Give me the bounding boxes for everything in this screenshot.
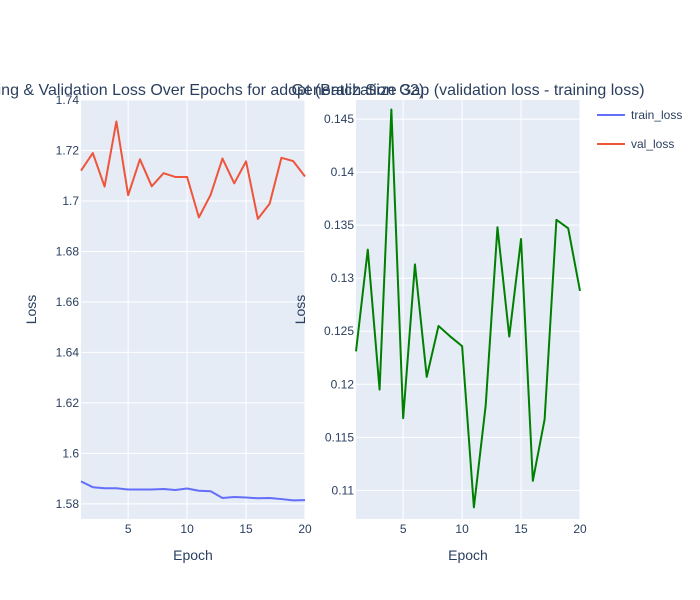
loss-y-tick-label: 1.6 — [62, 446, 79, 460]
legend-train-loss-label[interactable]: train_loss — [631, 108, 682, 122]
series-line-train-loss[interactable] — [80, 480, 306, 502]
gap-y-tick-label: 0.135 — [324, 218, 354, 232]
loss-x-axis-title: Epoch — [173, 547, 213, 563]
loss-y-tick-label: 1.62 — [56, 396, 80, 410]
gap-y-tick-label: 0.11 — [332, 483, 355, 497]
gap-y-tick-label: 0.145 — [324, 112, 354, 126]
gap-x-tick-label: 5 — [400, 522, 407, 536]
loss-subplot: 5 10 15 20 1.58 1.6 1.62 1.64 1.66 1.68 1.7 1.72 1.7… — [0, 82, 424, 563]
loss-y-tick-label: 1.58 — [56, 497, 80, 511]
gap-plot-title: Generalization Gap (validation loss - tr… — [291, 82, 644, 99]
loss-y-axis-title: Loss — [23, 295, 39, 325]
series-line-gap[interactable] — [355, 108, 581, 509]
loss-y-tick-label: 1.72 — [56, 143, 80, 157]
loss-x-tick-label: 20 — [298, 522, 312, 536]
gap-x-tick-label: 15 — [514, 522, 528, 536]
gap-x-tick-label: 20 — [573, 522, 587, 536]
loss-x-tick-label: 15 — [239, 522, 253, 536]
loss-y-tick-label: 1.74 — [56, 93, 80, 107]
gap-y-axis-title: Loss — [292, 295, 308, 325]
loss-y-tick-label: 1.7 — [62, 194, 79, 208]
loss-y-tick-label: 1.68 — [56, 244, 80, 258]
gap-subplot: 5 10 15 20 0.11 0.115 0.12 0.125 0.13 0.135 0.14 0.… — [291, 82, 644, 563]
loss-y-tick-label: 1.64 — [56, 345, 80, 359]
gap-y-tick-label: 0.125 — [324, 324, 354, 338]
gap-y-tick-label: 0.115 — [325, 430, 354, 444]
loss-plot-title: Training & Validation Loss Over Epochs f… — [0, 82, 424, 99]
gap-y-tick-label: 0.12 — [331, 377, 355, 391]
loss-x-tick-label: 10 — [180, 522, 194, 536]
loss-x-tick-label: 5 — [125, 522, 132, 536]
gap-x-axis-title: Epoch — [448, 547, 488, 563]
legend-val-loss-label[interactable]: val_loss — [631, 137, 674, 151]
loss-plot-background — [81, 100, 305, 519]
gap-y-tick-label: 0.14 — [331, 165, 355, 179]
legend: train_loss val_loss — [597, 108, 682, 151]
series-line-val-loss[interactable] — [80, 120, 306, 220]
gap-x-tick-label: 10 — [455, 522, 469, 536]
gap-y-tick-label: 0.13 — [331, 271, 355, 285]
loss-y-tick-label: 1.66 — [56, 295, 80, 309]
